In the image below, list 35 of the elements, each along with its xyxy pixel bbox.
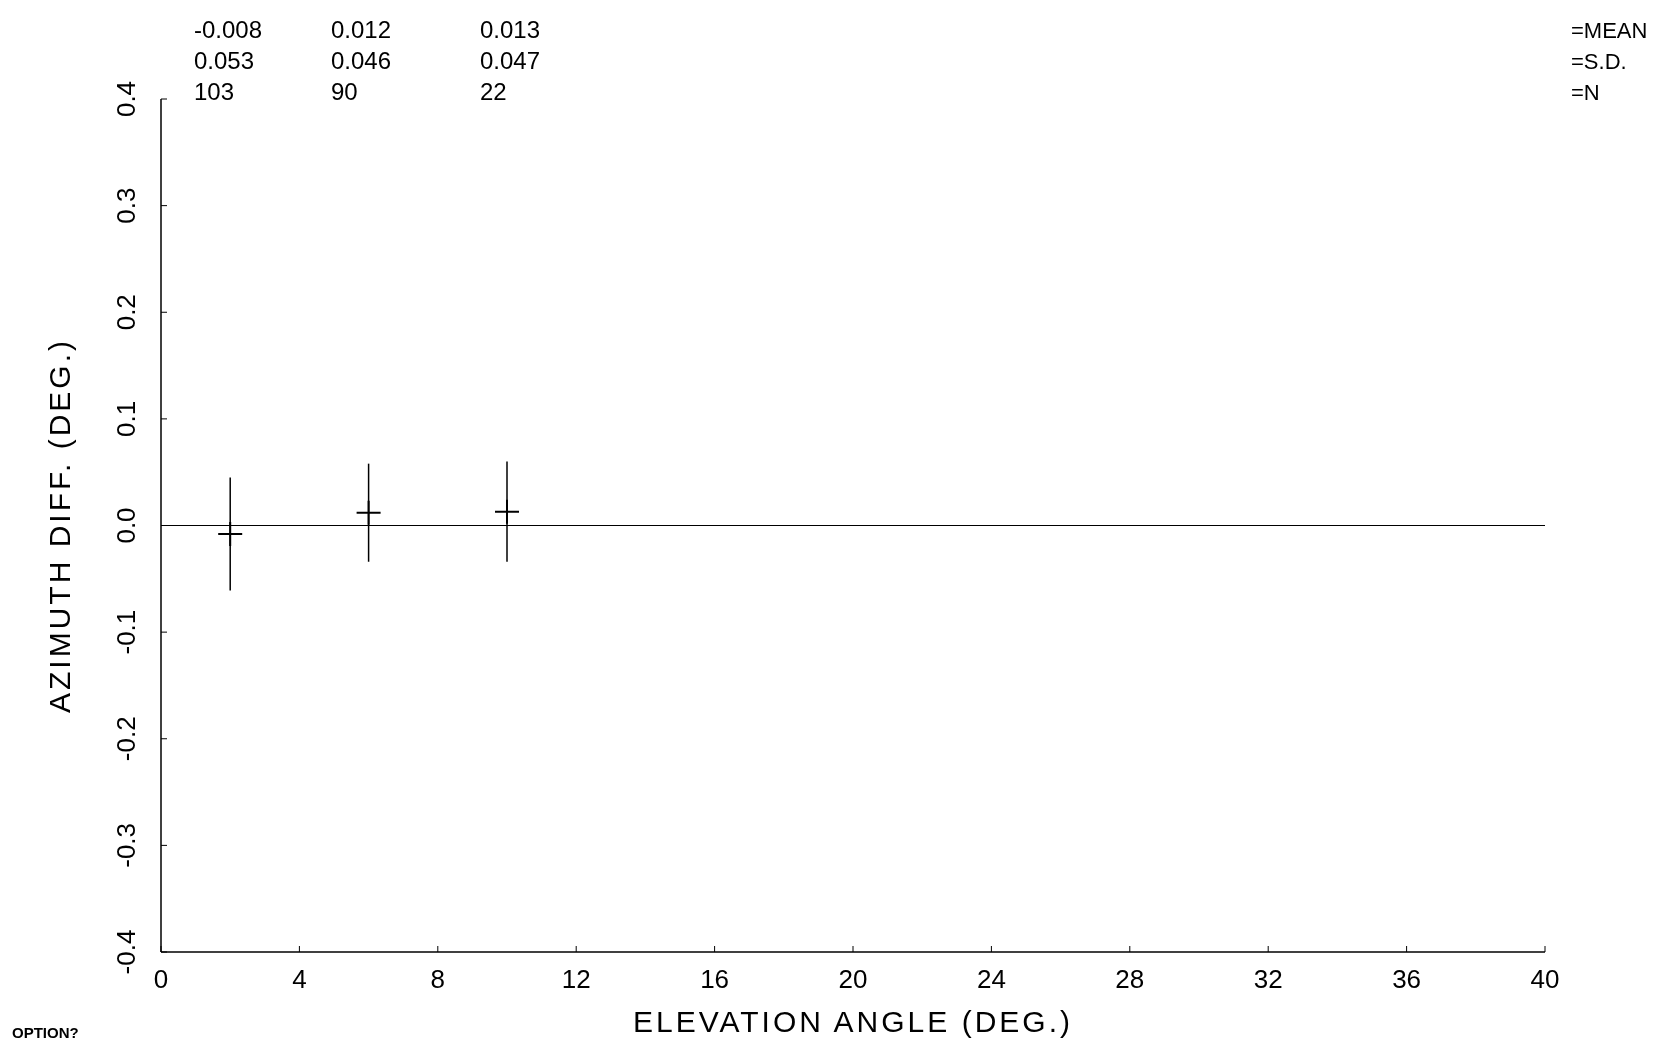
x-tick-label: 12 (561, 964, 591, 994)
x-tick-label: 0 (153, 964, 169, 994)
x-tick-label: 32 (1253, 964, 1283, 994)
text: =MEAN (1571, 18, 1648, 43)
x-tick-label: 36 (1392, 964, 1422, 994)
annotation: 22 (480, 78, 507, 105)
text: 0.013 (480, 16, 541, 43)
y-tick-label: 0.1 (111, 400, 141, 437)
y-tick-label: 0.3 (111, 187, 141, 224)
y-tick-label: -0.3 (111, 822, 141, 868)
x-tick-label: 16 (700, 964, 730, 994)
annotation: 90 (331, 78, 358, 105)
text: =N (1571, 80, 1600, 105)
x-tick-label: 4 (292, 964, 307, 994)
y-tick-label: -0.1 (111, 609, 141, 655)
x-tick-label: 40 (1530, 964, 1560, 994)
y-tick-label: 0.2 (111, 294, 141, 331)
y-tick-label: -0.4 (111, 929, 141, 975)
text: =S.D. (1571, 49, 1627, 74)
text: OPTION? (12, 1024, 79, 1041)
annotation: 103 (194, 78, 235, 105)
text: 0.053 (194, 47, 255, 74)
y-tick-label: -0.2 (111, 716, 141, 762)
y-tick-label: 0.0 (111, 507, 141, 544)
text: 0.046 (331, 47, 392, 74)
y-tick-label: 0.4 (111, 80, 141, 118)
x-tick-label: 24 (976, 964, 1006, 994)
y-axis-title: AZIMUTH DIFF. (DEG.) (43, 338, 76, 713)
text: 0.047 (480, 47, 541, 74)
text: -0.008 (194, 16, 263, 43)
x-axis-title: ELEVATION ANGLE (DEG.) (633, 1005, 1073, 1038)
x-tick-label: 20 (838, 964, 868, 994)
x-tick-label: 28 (1115, 964, 1145, 994)
x-tick-label: 8 (430, 964, 446, 994)
text: 0.012 (331, 16, 392, 43)
